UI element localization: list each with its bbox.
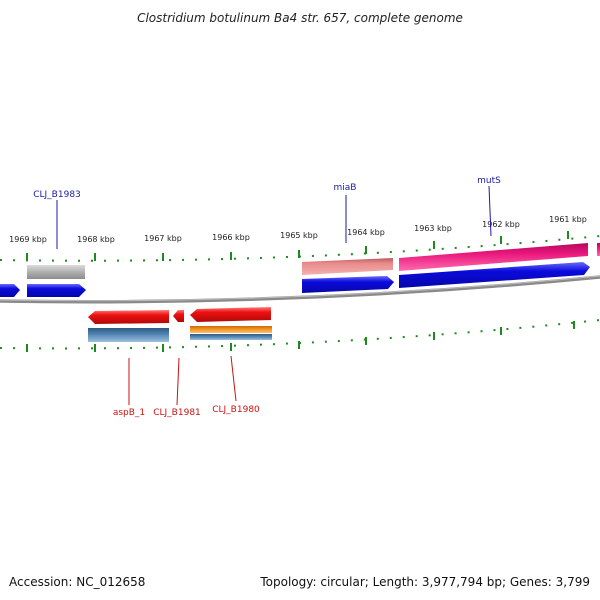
cds-reverse-arrow[interactable]	[190, 307, 271, 322]
cds-forward-arrow[interactable]	[302, 276, 394, 293]
kbp-label: 1967 kbp	[144, 234, 182, 243]
gene-block-pink-edge[interactable]	[597, 243, 600, 256]
kbp-label: 1962 kbp	[482, 220, 520, 229]
gene-label[interactable]: CLJ_B1980	[212, 405, 260, 415]
gene-label[interactable]: miaB	[334, 183, 357, 193]
genome-summary-text: Topology: circular; Length: 3,977,794 bp…	[259, 575, 590, 589]
kbp-label: 1961 kbp	[549, 215, 587, 224]
lower-major-ticks	[26, 321, 575, 352]
gene-leader-line	[176, 357, 180, 406]
gene-block-steelblue[interactable]	[190, 334, 272, 340]
gene-label[interactable]: mutS	[477, 176, 501, 186]
gene-label[interactable]: CLJ_B1983	[33, 190, 81, 200]
kbp-label: 1968 kbp	[77, 235, 115, 244]
gene-block-orange[interactable]	[190, 326, 272, 333]
kbp-label: 1965 kbp	[280, 231, 318, 240]
genome-backbone-highlight	[0, 275, 600, 302]
gene-label[interactable]: aspB_1	[113, 408, 145, 418]
gene-leader-line	[488, 185, 492, 237]
kbp-label: 1964 kbp	[347, 228, 385, 237]
cds-reverse-arrow[interactable]	[88, 310, 169, 324]
gene-block-salmon[interactable]	[302, 258, 393, 275]
gene-leader-line	[230, 355, 237, 402]
cds-forward-arrow[interactable]	[0, 284, 20, 297]
gene-label[interactable]: CLJ_B1981	[153, 408, 201, 418]
kbp-label: 1966 kbp	[212, 233, 250, 242]
cds-reverse-arrow[interactable]	[173, 310, 184, 322]
genome-backbone	[0, 275, 600, 304]
gene-block-grey[interactable]	[27, 265, 85, 279]
upper-major-ticks	[26, 231, 569, 261]
accession-text: Accession: NC_012658	[9, 575, 145, 589]
kbp-label: 1969 kbp	[9, 235, 47, 244]
genome-title: Clostridium botulinum Ba4 str. 657, comp…	[137, 11, 463, 25]
cds-forward-arrow[interactable]	[27, 284, 86, 297]
cds-forward-arrow[interactable]	[399, 262, 590, 288]
gene-block-pink[interactable]	[399, 243, 588, 271]
gene-block-steelblue[interactable]	[88, 328, 169, 342]
kbp-labels: 1969 kbp 1968 kbp 1967 kbp 1966 kbp 1965…	[9, 215, 587, 244]
kbp-label: 1963 kbp	[414, 224, 452, 233]
